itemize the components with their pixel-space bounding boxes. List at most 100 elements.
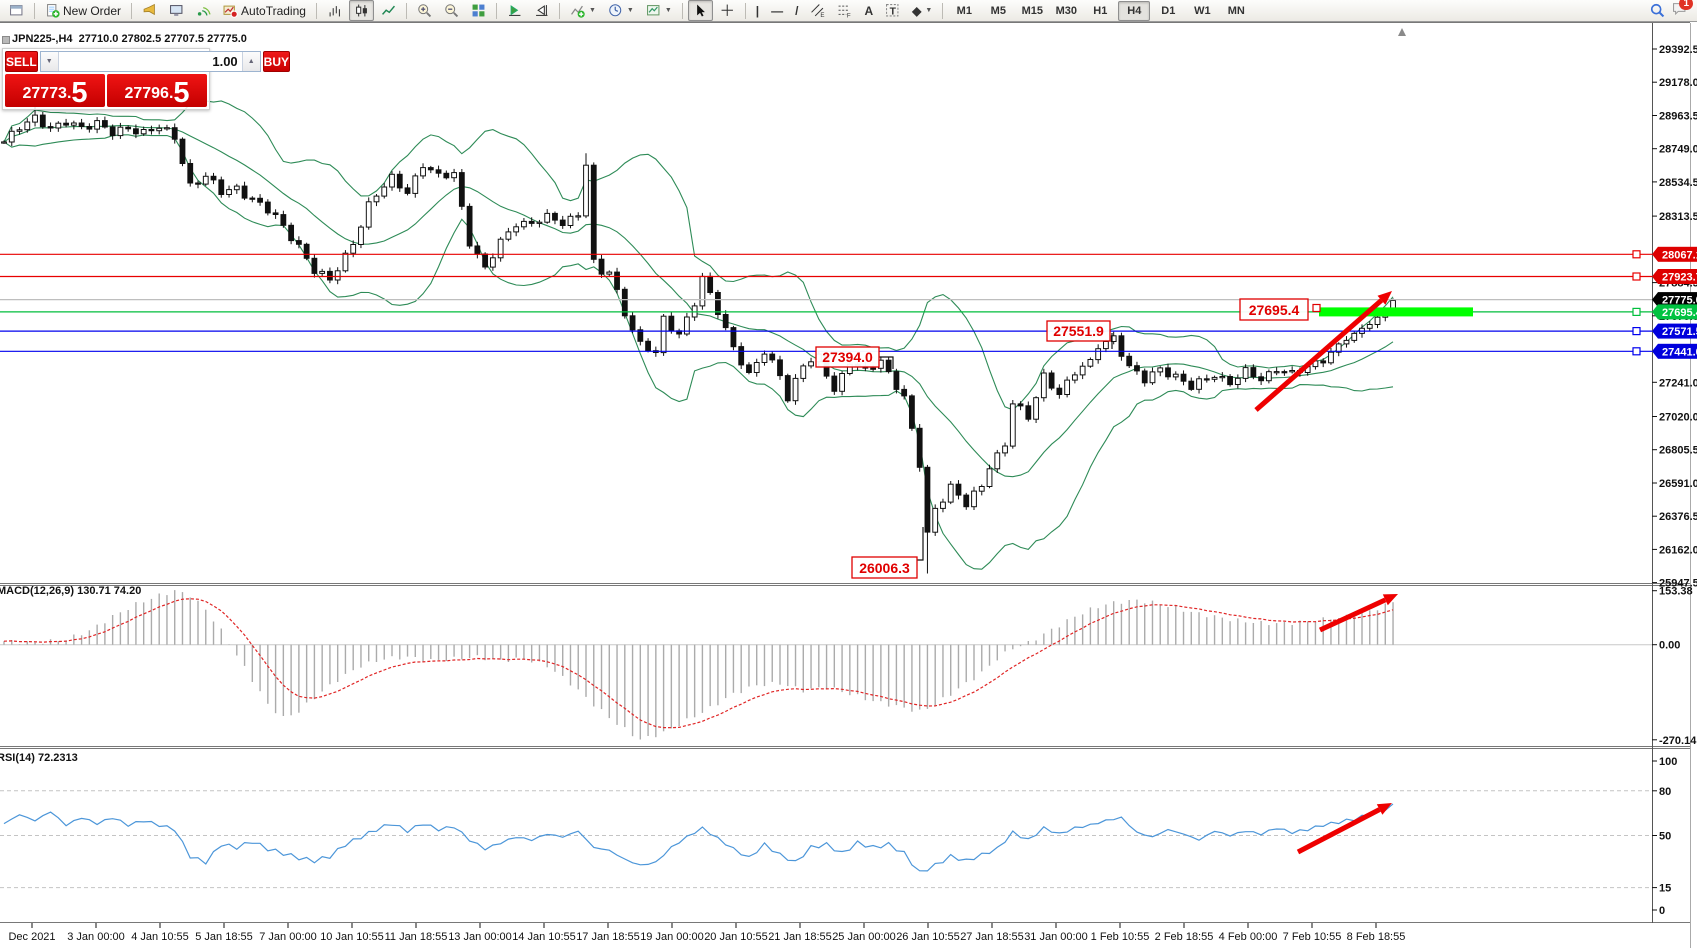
price-annotation[interactable]: 26006.3 — [851, 527, 924, 579]
hline-button[interactable]: — — [766, 0, 788, 21]
svg-text:29392.5: 29392.5 — [1659, 44, 1697, 56]
svg-text:26006.3: 26006.3 — [859, 560, 910, 576]
chart-shift-button[interactable] — [529, 0, 554, 21]
price-annotation[interactable]: 27394.0 — [815, 346, 894, 369]
tf-mn-button[interactable]: MN — [1227, 4, 1245, 17]
candle-chart-button[interactable] — [348, 0, 374, 21]
bollinger-bands[interactable] — [3, 98, 1394, 570]
hline-handle-icon[interactable] — [1632, 347, 1641, 356]
macd-pane-separator[interactable] — [0, 583, 1697, 586]
price-annotation[interactable]: 27551.9 — [1046, 320, 1113, 349]
svg-text:8 Feb 18:55: 8 Feb 18:55 — [1347, 931, 1406, 943]
svg-text:2 Feb 18:55: 2 Feb 18:55 — [1155, 931, 1214, 943]
periods-button[interactable]: ▼ — [603, 0, 639, 21]
indicators-button[interactable]: ▼ — [565, 0, 601, 21]
tf-m1-button[interactable]: M1 — [956, 4, 972, 17]
price-axis[interactable]: 29392.5 29178.0 28963.5 28749.0 28534.5 28313… — [1652, 44, 1697, 917]
macd-signal-line[interactable] — [3, 598, 1394, 729]
line-chart-button[interactable] — [376, 0, 401, 21]
templates-button[interactable]: ▼ — [641, 0, 677, 21]
chart-window-icon[interactable] — [4, 0, 29, 21]
label-button[interactable]: T — [880, 0, 905, 21]
buy-price-dot: . — [168, 85, 174, 102]
autotrading-button-label: AutoTrading — [241, 3, 306, 18]
svg-text:27551.9: 27551.9 — [1053, 323, 1104, 339]
tf-d1-button[interactable]: D1 — [1161, 4, 1176, 17]
svg-text:27775.0: 27775.0 — [1662, 295, 1697, 307]
svg-text:14 Jan 10:55: 14 Jan 10:55 — [512, 931, 576, 943]
cursor-button[interactable] — [687, 0, 713, 21]
auto-scroll-button[interactable] — [502, 0, 527, 21]
search-button[interactable] — [1645, 0, 1670, 21]
svg-text:28313.5: 28313.5 — [1659, 211, 1697, 223]
bollinger-upper-band — [3, 98, 1394, 411]
trend-arrow[interactable] — [1254, 291, 1392, 412]
trend-arrow[interactable] — [1296, 803, 1392, 855]
svg-text:11 Jan 18:55: 11 Jan 18:55 — [385, 931, 448, 943]
fibo-button[interactable]: F — [832, 0, 857, 21]
volume-input[interactable] — [58, 52, 242, 71]
trend-arrow[interactable] — [1318, 594, 1398, 633]
buy-price-main: 27796 — [124, 85, 169, 102]
svg-text:7 Feb 10:55: 7 Feb 10:55 — [1283, 931, 1342, 943]
bar-chart-button[interactable] — [322, 0, 347, 21]
sell-price-display[interactable]: 27773. 5 — [5, 74, 105, 107]
sell-button[interactable]: SELL — [5, 51, 38, 72]
doc-plus-icon — [47, 4, 60, 18]
hline-handle-icon[interactable] — [1632, 307, 1641, 316]
svg-text:28067.1: 28067.1 — [1662, 249, 1697, 261]
volume-decrease-button[interactable]: ▼ — [40, 52, 59, 71]
hline-button-glyph: — — [771, 3, 784, 18]
terminal-icon[interactable] — [164, 0, 189, 21]
tf-h1-button[interactable]: H1 — [1093, 4, 1108, 17]
crosshair-button[interactable] — [715, 0, 740, 21]
channel-button[interactable]: E — [805, 0, 830, 21]
indicators-button-caret-icon: ▼ — [588, 7, 596, 14]
svg-text:50: 50 — [1659, 831, 1671, 843]
tf-h4-button[interactable]: H4 — [1118, 0, 1151, 21]
price-tag-27695.4: 27695.4 — [1652, 304, 1697, 320]
alerts-icon[interactable] — [137, 0, 162, 21]
one-click-trading-panel: SELL ▼ ▲ BUY 27773.5 27796.5 — [2, 48, 291, 110]
macd-histogram[interactable] — [3, 590, 1394, 740]
signals-icon[interactable] — [191, 0, 216, 21]
shapes-button[interactable]: ◆ ▼ — [907, 0, 937, 21]
buy-button[interactable]: BUY — [262, 51, 291, 72]
candles[interactable] — [1, 85, 1396, 574]
hline-handle-icon[interactable] — [1632, 272, 1641, 281]
svg-text:E: E — [821, 12, 825, 18]
price-annotation[interactable]: 27695.4 — [1239, 298, 1321, 321]
crosshair-icon — [721, 4, 733, 16]
zoom-out-button[interactable] — [439, 0, 464, 21]
autotrading-button[interactable]: AutoTrading — [218, 0, 311, 21]
notifications-button[interactable]: 1 — [1672, 0, 1693, 21]
vline-button[interactable]: | — [751, 0, 764, 21]
tf-m30-button[interactable]: M30 — [1055, 4, 1078, 17]
text-button[interactable]: A — [859, 0, 878, 21]
volume-increase-button[interactable]: ▲ — [241, 52, 260, 71]
svg-text:27695.4: 27695.4 — [1662, 307, 1697, 319]
svg-text:7 Jan 00:00: 7 Jan 00:00 — [259, 931, 317, 943]
svg-text:27020.0: 27020.0 — [1659, 412, 1697, 424]
candles-icon — [356, 4, 367, 17]
time-axis[interactable]: Dec 2021 3 Jan 00:00 4 Jan 10:55 5 Jan 18:5… — [8, 923, 1405, 943]
hline-handle-icon[interactable] — [1632, 250, 1641, 259]
vline-button-glyph: | — [755, 3, 760, 18]
chart-shift-marker-icon[interactable] — [1398, 28, 1406, 36]
new-order-button[interactable]: New Order — [40, 0, 126, 21]
rsi-line[interactable] — [3, 803, 1394, 872]
trendline-button[interactable]: / — [790, 0, 803, 21]
hline-handle-icon[interactable] — [1632, 327, 1641, 336]
tile-windows-button[interactable] — [466, 0, 491, 21]
tf-m5-button[interactable]: M5 — [990, 4, 1006, 17]
svg-text:153.38: 153.38 — [1659, 586, 1693, 598]
zoom-in-button[interactable] — [412, 0, 437, 21]
highlight-zone[interactable] — [1319, 307, 1473, 317]
tf-m15-button[interactable]: M15 — [1021, 4, 1044, 17]
svg-text:26376.5: 26376.5 — [1659, 511, 1697, 523]
rsi-pane-separator[interactable] — [0, 746, 1697, 749]
buy-price-display[interactable]: 27796. 5 — [107, 74, 207, 107]
tf-w1-button[interactable]: W1 — [1194, 4, 1211, 17]
